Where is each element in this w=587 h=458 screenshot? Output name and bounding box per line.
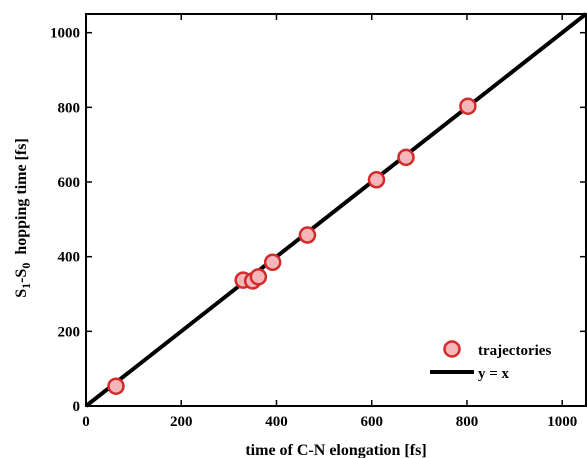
y-tick-label: 1000: [50, 26, 80, 42]
reference-line-y-equals-x: [84, 12, 587, 408]
legend: trajectories y = x: [430, 340, 551, 382]
y-label-text: hopping time [fs]: [13, 138, 30, 262]
data-point: [298, 226, 317, 244]
x-axis-label: time of C-N elongation [fs]: [245, 442, 426, 458]
x-tick-label: 1000: [547, 414, 577, 430]
legend-marker-trajectories: [443, 340, 461, 358]
y-axis-label: S1-S0 hopping time [fs]: [13, 138, 33, 298]
y-label-subscript: 1: [19, 283, 33, 289]
data-point: [367, 171, 386, 189]
data-point: [249, 268, 268, 286]
reference-line-layer: [84, 12, 587, 408]
data-points-layer: [107, 97, 477, 395]
y-tick-label: 200: [58, 324, 81, 340]
axis-ticks: 0 200 400 600 800 1000 0 200 400 600 800 1000: [50, 14, 586, 430]
plot-frame: [85, 13, 587, 407]
legend-label-trajectories: trajectories: [478, 343, 551, 359]
data-point: [263, 253, 282, 272]
x-tick-label: 400: [265, 414, 288, 430]
y-tick-label: 800: [58, 100, 81, 116]
y-tick-label: 600: [58, 175, 81, 191]
y-tick-label: 400: [58, 250, 81, 266]
x-tick-label: 0: [82, 414, 90, 430]
y-tick-label: 0: [73, 399, 81, 415]
legend-label-y-equals-x: y = x: [478, 366, 510, 382]
y-label-text: -S: [13, 269, 30, 283]
y-label-text: S: [13, 289, 30, 298]
y-label-subscript: 0: [19, 263, 33, 269]
data-point: [107, 377, 125, 395]
x-tick-label: 800: [456, 414, 479, 430]
x-tick-label: 200: [170, 414, 193, 430]
x-tick-label: 600: [360, 414, 383, 430]
data-point: [459, 97, 477, 115]
data-point: [397, 148, 415, 167]
